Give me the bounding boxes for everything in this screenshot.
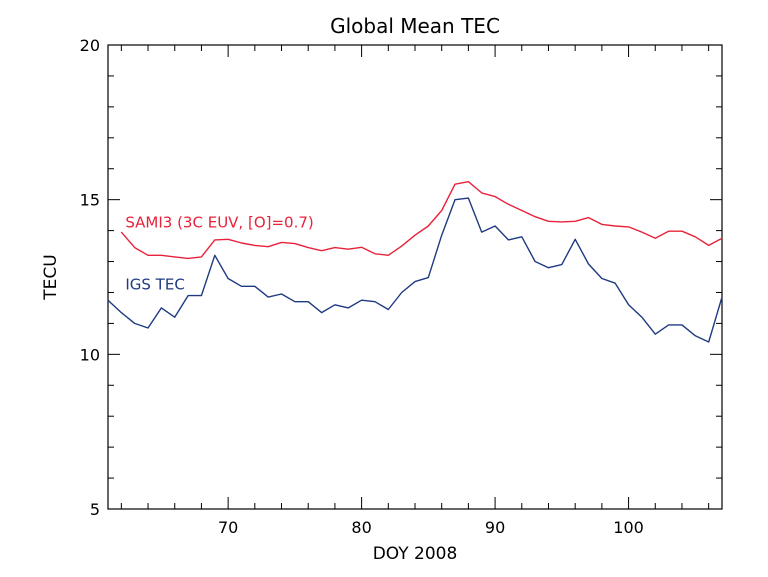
x-tick-label: 80 [351,518,371,537]
chart-title: Global Mean TEC [330,14,500,38]
y-axis-title: TECU [41,254,61,300]
sami3-series-line [120,180,723,260]
series-annotations: SAMI3 (3C EUV, [O]=0.7) IGS TEC [125,214,313,294]
x-tick-label: 100 [613,518,644,537]
x-axis-title: DOY 2008 [373,544,458,564]
x-tick-label: 90 [485,518,505,537]
series-lines [107,180,723,343]
y-tick-label: 15 [80,191,100,210]
axis-ticks [108,44,722,510]
y-tick-label: 10 [80,345,100,364]
igs-tec-series-label: IGS TEC [125,275,184,293]
x-tick-label: 70 [218,518,238,537]
axis-tick-labels: 70 80 90 100 5 10 15 20 [80,36,644,537]
sami3-series-label: SAMI3 (3C EUV, [O]=0.7) [125,214,313,232]
y-tick-label: 5 [90,500,100,519]
igs-tec-series-line [107,197,723,343]
y-tick-label: 20 [80,36,100,55]
plot-frame [107,44,723,510]
